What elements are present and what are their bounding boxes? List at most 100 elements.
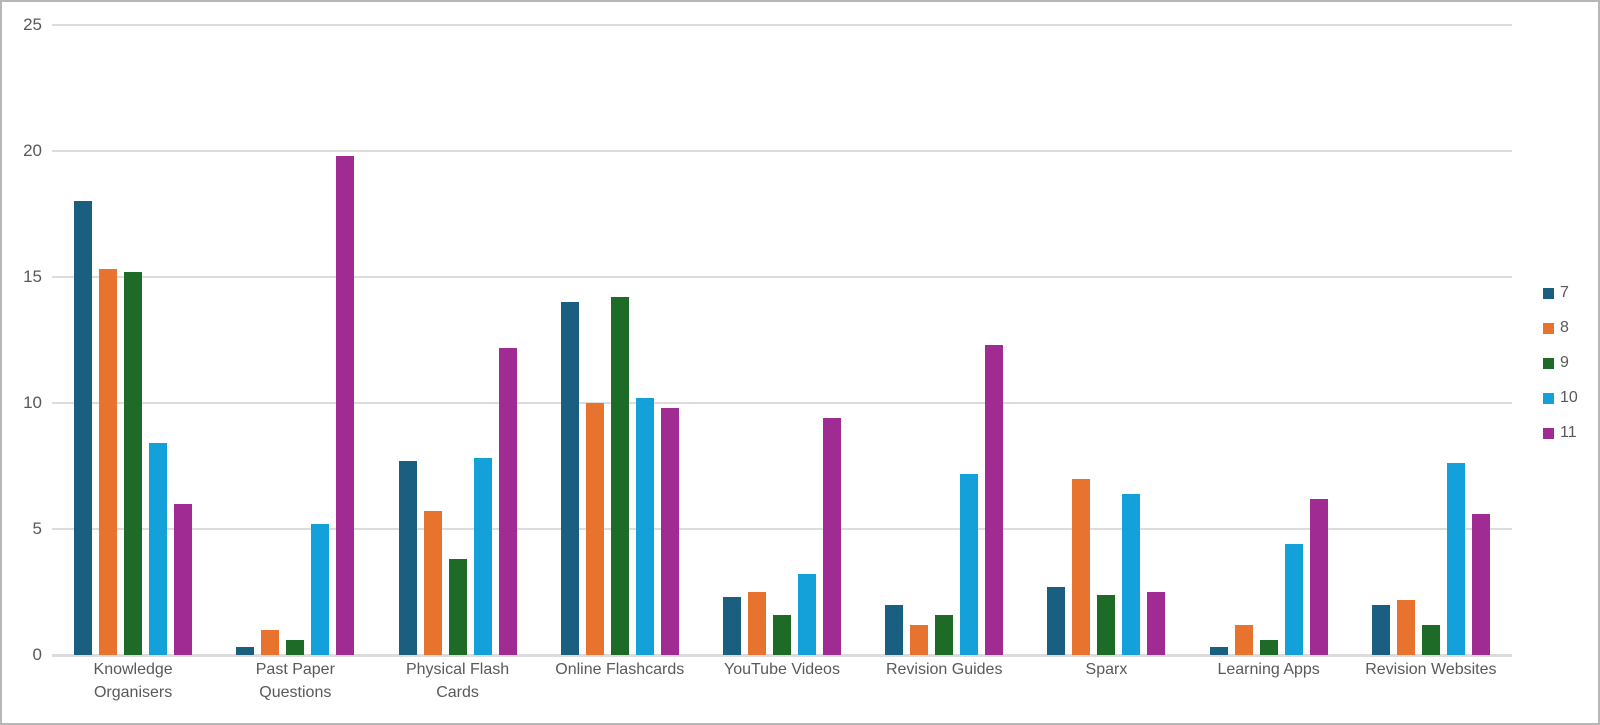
x-axis-cell: Revision Websites <box>1350 658 1512 704</box>
bar-series-8 <box>747 592 766 655</box>
legend-swatch-icon <box>1543 427 1554 439</box>
bar-series-7 <box>1371 604 1390 655</box>
bar-series-8 <box>1234 624 1253 655</box>
x-axis-category-label: Revision Websites <box>1365 661 1497 678</box>
bar-series-10 <box>311 523 330 655</box>
y-axis-tick-label: 20 <box>23 141 42 160</box>
bar-series-7 <box>722 597 741 655</box>
bar-series-8 <box>1396 599 1415 655</box>
x-axis-cell: Revision Guides <box>863 658 1025 704</box>
legend-label: 11 <box>1560 424 1577 441</box>
bar-series-10 <box>1446 463 1465 655</box>
bar-series-7 <box>398 460 417 655</box>
bar-series-11 <box>336 156 355 655</box>
bar-series-9 <box>610 297 629 655</box>
bar-series-10 <box>797 574 816 655</box>
bar-series-9 <box>935 614 954 655</box>
bar-series-10 <box>473 458 492 655</box>
bar-group <box>214 25 376 655</box>
x-axis-cell: Online Flashcards <box>539 658 701 704</box>
bar-series-7 <box>74 201 93 655</box>
legend-item: 10 <box>1543 389 1578 407</box>
bar-series-11 <box>1471 513 1490 655</box>
bar-group <box>701 25 863 655</box>
bar-group <box>1188 25 1350 655</box>
bar-series-9 <box>1259 639 1278 655</box>
legend-item: 8 <box>1543 319 1578 337</box>
legend-swatch-icon <box>1543 287 1554 299</box>
bar-series-8 <box>585 403 604 655</box>
bar-series-11 <box>660 408 679 655</box>
bar-series-7 <box>236 647 255 655</box>
x-axis-category-label: Past Paper Questions <box>255 661 335 701</box>
y-axis: 0 5 10 15 20 25 <box>2 15 42 664</box>
bar-series-10 <box>1284 544 1303 655</box>
bar-series-7 <box>1047 586 1066 655</box>
bar-series-10 <box>635 397 654 655</box>
x-axis-category-label: Knowledge Organisers <box>93 661 173 701</box>
gridline-0 <box>52 654 1512 657</box>
y-axis-tick-label: 25 <box>23 15 42 34</box>
bar-series-11 <box>985 345 1004 655</box>
gridline-5 <box>52 528 1512 530</box>
x-axis-cell: Sparx <box>1025 658 1187 704</box>
legend-label: 10 <box>1560 389 1578 406</box>
x-axis-category-label: YouTube Videos <box>724 661 840 678</box>
bar-series-11 <box>1309 498 1328 655</box>
bar-series-10 <box>1122 493 1141 655</box>
bar-series-8 <box>423 511 442 655</box>
bar-series-9 <box>1421 624 1440 655</box>
bar-series-10 <box>149 443 168 655</box>
bar-series-8 <box>910 624 929 655</box>
bar-series-8 <box>261 629 280 655</box>
x-axis-category-label: Online Flashcards <box>555 661 685 678</box>
legend-label: 8 <box>1560 319 1569 336</box>
bar-series-9 <box>286 639 305 655</box>
x-axis-cell: Knowledge Organisers <box>52 658 214 704</box>
y-axis-tick-label: 5 <box>32 519 42 538</box>
y-axis-tick-label: 0 <box>32 645 42 664</box>
bar-series-8 <box>99 269 118 655</box>
x-axis-cell: YouTube Videos <box>701 658 863 704</box>
bar-group <box>1350 25 1512 655</box>
x-axis-cell: Past Paper Questions <box>214 658 376 704</box>
bar-series-9 <box>1097 594 1116 655</box>
bar-series-9 <box>124 271 143 655</box>
gridline-10 <box>52 402 1512 404</box>
y-axis-tick-label: 10 <box>23 393 42 412</box>
bar-group <box>863 25 1025 655</box>
bar-group <box>52 25 214 655</box>
gridline-20 <box>52 150 1512 152</box>
legend-label: 9 <box>1560 354 1569 371</box>
legend-label: 7 <box>1560 284 1569 301</box>
x-axis-category-label: Learning Apps <box>1217 661 1320 678</box>
legend-item: 7 <box>1543 284 1578 302</box>
bar-group <box>1025 25 1187 655</box>
legend-swatch-icon <box>1543 392 1554 404</box>
x-axis-category-label: Revision Guides <box>885 661 1003 678</box>
bar-series-11 <box>174 503 193 655</box>
bar-series-7 <box>885 604 904 655</box>
bar-group <box>539 25 701 655</box>
x-axis-cell: Learning Apps <box>1188 658 1350 704</box>
x-axis-category-label: Physical Flash Cards <box>405 661 510 701</box>
bar-series-11 <box>1147 592 1166 655</box>
legend: 7 8 9 10 11 <box>1543 284 1578 442</box>
plot-area <box>52 24 1512 657</box>
bar-series-11 <box>822 418 841 655</box>
bar-series-9 <box>772 614 791 655</box>
x-axis-category-label: Sparx <box>1085 661 1128 678</box>
bar-series-8 <box>1072 478 1091 655</box>
gridline-25 <box>52 24 1512 26</box>
bar-series-9 <box>448 559 467 655</box>
y-axis-tick-label: 15 <box>23 267 42 286</box>
bar-series-10 <box>960 473 979 655</box>
bar-series-7 <box>560 302 579 655</box>
legend-swatch-icon <box>1543 357 1554 369</box>
gridline-15 <box>52 276 1512 278</box>
x-axis: Knowledge Organisers Past Paper Questions… <box>52 658 1512 704</box>
bar-groups <box>52 25 1512 655</box>
legend-item: 9 <box>1543 354 1578 372</box>
x-axis-cell: Physical Flash Cards <box>376 658 538 704</box>
legend-item: 11 <box>1543 424 1578 442</box>
